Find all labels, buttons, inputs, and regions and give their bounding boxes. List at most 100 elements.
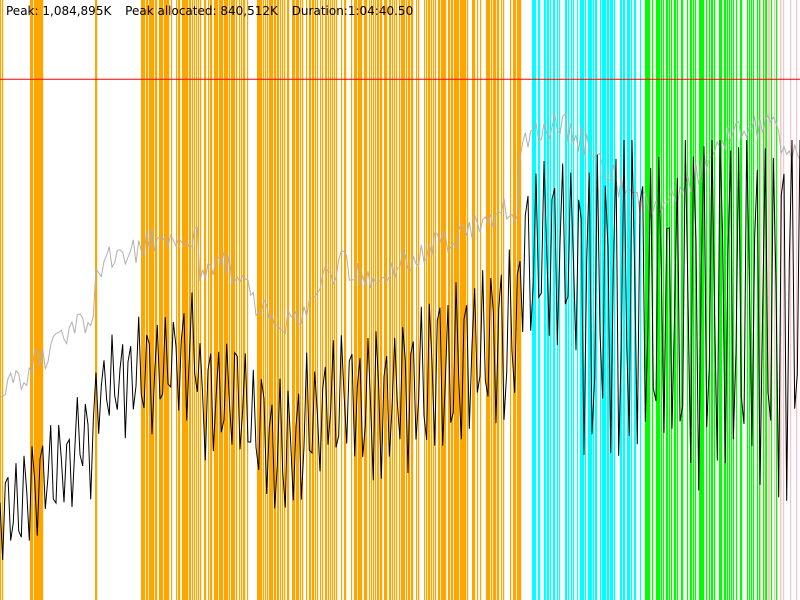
peak-allocated-value: 840,512K — [220, 4, 278, 18]
phase-band-orange — [194, 0, 196, 600]
phase-band-orange — [186, 0, 188, 600]
phase-band-orange — [361, 0, 363, 600]
phase-band-cyan — [588, 0, 590, 600]
phase-band-green — [649, 0, 651, 600]
peak-allocated-stat: Peak allocated: 840,512K — [125, 4, 278, 18]
phase-band-orange — [215, 0, 217, 600]
phase-band-orange — [377, 0, 379, 600]
phase-band-orange — [412, 0, 414, 600]
phase-band-orange — [146, 0, 148, 600]
phase-band-orange — [449, 0, 451, 600]
phase-band-orange — [267, 0, 269, 600]
phase-band-green — [741, 0, 743, 600]
phase-band-orange — [166, 0, 168, 600]
phase-band-orange — [392, 0, 394, 600]
phase-band-orange — [498, 0, 500, 600]
phase-band-orange — [144, 0, 146, 600]
phase-band-green — [677, 0, 679, 600]
phase-band-orange — [517, 0, 519, 600]
phase-band-orange — [411, 0, 413, 600]
phase-band-orange — [463, 0, 465, 600]
phase-band-cyan — [581, 0, 583, 600]
phase-band-orange — [243, 0, 245, 600]
phase-band-orange — [39, 0, 41, 600]
phase-band-cyan — [593, 0, 595, 600]
phase-band-green — [690, 0, 692, 600]
phase-band-pink — [769, 0, 771, 600]
peak-label: Peak: — [6, 4, 39, 18]
phase-band-orange — [320, 0, 322, 600]
phase-band-orange — [344, 0, 346, 600]
phase-band-cyan — [580, 0, 582, 600]
phase-band-orange — [364, 0, 366, 600]
phase-band-orange — [2, 0, 4, 600]
phase-band-cyan — [547, 0, 549, 600]
phase-band-orange — [282, 0, 284, 600]
phase-band-orange — [514, 0, 516, 600]
phase-band-orange — [284, 0, 286, 600]
phase-band-orange — [441, 0, 443, 600]
phase-band-orange — [312, 0, 314, 600]
phase-band-orange — [330, 0, 332, 600]
phase-band-green — [702, 0, 704, 600]
phase-band-pink — [783, 0, 785, 600]
phase-band-orange — [96, 0, 98, 600]
phase-band-green — [706, 0, 708, 600]
phase-band-orange — [179, 0, 181, 600]
phase-band-orange — [439, 0, 441, 600]
phase-band-orange — [355, 0, 357, 600]
phase-band-orange — [231, 0, 233, 600]
phase-band-orange — [36, 0, 38, 600]
phase-band-orange — [190, 0, 192, 600]
phase-band-orange — [31, 0, 33, 600]
phase-band-orange — [375, 0, 377, 600]
phase-band-orange — [293, 0, 295, 600]
phase-band-orange — [378, 0, 380, 600]
phase-band-cyan — [627, 0, 629, 600]
phase-band-orange — [365, 0, 367, 600]
phase-band-orange — [497, 0, 499, 600]
phase-band-orange — [408, 0, 410, 600]
phase-band-orange — [278, 0, 280, 600]
phase-band-orange — [310, 0, 312, 600]
phase-band-orange — [336, 0, 338, 600]
phase-band-cyan — [538, 0, 540, 600]
phase-band-orange — [480, 0, 482, 600]
phase-band-orange — [297, 0, 299, 600]
phase-band-orange — [226, 0, 228, 600]
phase-band-orange — [495, 0, 497, 600]
phase-band-orange — [247, 0, 249, 600]
phase-band-orange — [442, 0, 444, 600]
phase-band-orange — [358, 0, 360, 600]
phase-band-orange — [345, 0, 347, 600]
phase-band-orange — [381, 0, 383, 600]
phase-band-green — [656, 0, 658, 600]
phase-band-cyan — [545, 0, 547, 600]
phase-band-green — [765, 0, 767, 600]
phase-band-orange — [151, 0, 153, 600]
phase-band-orange — [34, 0, 36, 600]
phase-band-cyan — [550, 0, 552, 600]
phase-band-orange — [161, 0, 163, 600]
phase-band-orange — [315, 0, 317, 600]
phase-band-orange — [149, 0, 151, 600]
phase-band-orange — [40, 0, 42, 600]
phase-band-orange — [404, 0, 406, 600]
phase-band-orange — [277, 0, 279, 600]
phase-band-orange — [239, 0, 241, 600]
phase-band-orange — [399, 0, 401, 600]
phase-band-green — [757, 0, 759, 600]
phase-band-green — [712, 0, 714, 600]
phase-band-orange — [37, 0, 39, 600]
phase-band-green — [719, 0, 721, 600]
phase-band-green — [666, 0, 668, 600]
phase-band-orange — [265, 0, 267, 600]
phase-band-orange — [143, 0, 145, 600]
phase-band-orange — [491, 0, 493, 600]
phase-band-orange — [155, 0, 157, 600]
phase-band-orange — [386, 0, 388, 600]
phase-band-green — [720, 0, 722, 600]
phase-band-orange — [451, 0, 453, 600]
phase-band-orange — [219, 0, 221, 600]
phase-band-orange — [216, 0, 218, 600]
